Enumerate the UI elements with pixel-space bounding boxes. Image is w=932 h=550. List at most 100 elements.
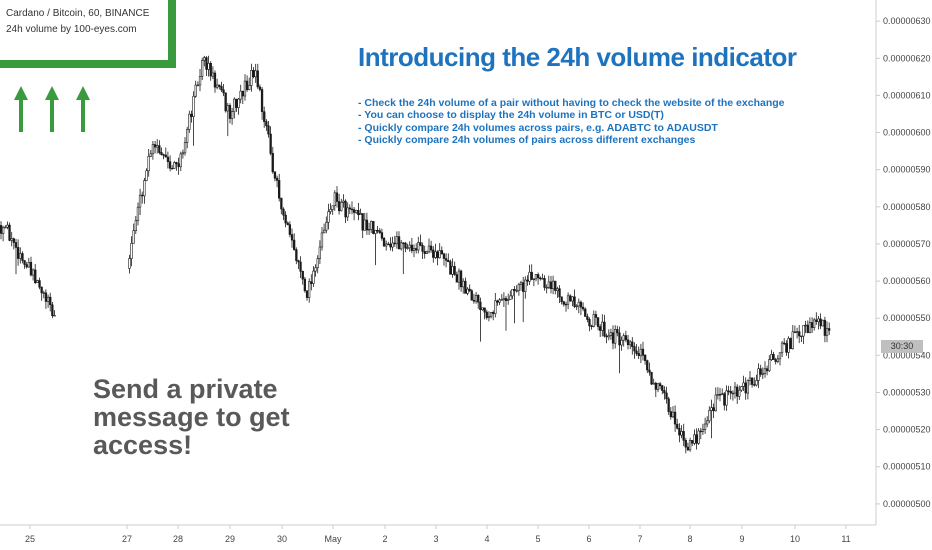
candle-body — [160, 152, 163, 155]
candle-body — [318, 246, 322, 259]
time-tick-label: 4 — [484, 534, 489, 544]
candle-body — [755, 380, 758, 386]
candle-body — [393, 242, 396, 245]
candle-body — [442, 253, 446, 259]
candle-body — [823, 319, 827, 336]
candle-body — [378, 230, 381, 233]
candle-body — [151, 144, 155, 155]
candle-body — [494, 300, 497, 314]
candle-body — [628, 341, 632, 346]
candle-body — [712, 407, 715, 412]
candle-body — [676, 423, 679, 429]
candle-body — [130, 243, 133, 259]
candle-body — [780, 342, 784, 354]
candle-body — [314, 267, 317, 272]
time-tick-label: 25 — [25, 534, 35, 544]
candle-body — [419, 242, 422, 246]
candle-body — [733, 386, 737, 394]
price-axis[interactable]: 0.00000630 0.00000620 0.00000610 0.00000600… — [876, 16, 931, 509]
candle-body — [410, 244, 414, 251]
candle-body — [607, 335, 610, 338]
candle-body — [573, 296, 576, 307]
candle-body — [613, 329, 617, 344]
time-tick-label: 5 — [535, 534, 540, 544]
time-tick-label: 10 — [790, 534, 800, 544]
candle-body — [515, 290, 518, 292]
candle-body — [179, 153, 182, 168]
candle-body — [770, 354, 773, 360]
candle-body — [524, 279, 527, 292]
candle-body — [637, 353, 640, 357]
candle-body — [680, 431, 683, 436]
price-tick-label: 0.00000580 — [883, 202, 931, 212]
candle-body — [455, 274, 459, 283]
candle-body — [389, 243, 392, 248]
candle-body — [134, 220, 138, 231]
candle-body — [36, 280, 39, 283]
candle-body — [367, 229, 371, 231]
price-tick-label: 0.00000630 — [883, 16, 931, 26]
candle-body — [487, 316, 491, 319]
candle-body — [710, 407, 713, 411]
candle-body — [633, 346, 636, 352]
candle-body — [802, 325, 805, 337]
candle-body — [421, 245, 424, 252]
candle-body — [819, 318, 822, 327]
candle-body — [346, 207, 349, 218]
candle-body — [648, 369, 651, 373]
candle-body — [198, 76, 202, 86]
candle-body — [241, 90, 245, 97]
time-tick-label: 7 — [637, 534, 642, 544]
candle-body — [793, 331, 797, 333]
candle-body — [551, 280, 555, 290]
candle-body — [705, 420, 709, 425]
candle-body — [652, 382, 655, 385]
candle-body — [186, 129, 189, 143]
candle-body — [273, 171, 277, 179]
candle-body — [566, 295, 570, 305]
price-tick-label: 0.00000510 — [883, 462, 931, 472]
candle-body — [235, 98, 238, 108]
candle-body — [590, 325, 593, 327]
candle-body — [509, 295, 512, 300]
candle-body — [453, 266, 456, 275]
candle-body — [817, 318, 820, 322]
candle-body — [194, 84, 197, 97]
candle-body — [682, 431, 685, 441]
candle-body — [397, 236, 401, 250]
candle-body — [718, 394, 722, 396]
time-tick-label: 27 — [122, 534, 132, 544]
candle-body — [729, 390, 732, 394]
candle-body — [534, 274, 538, 280]
symbol-title[interactable]: Cardano / Bitcoin, 60, BINANCE — [6, 8, 150, 19]
candle-body — [4, 226, 7, 229]
candle-body — [322, 229, 326, 234]
time-tick-label: 9 — [739, 534, 744, 544]
candle-body — [459, 270, 463, 288]
candle-body — [598, 326, 602, 331]
time-axis[interactable]: 25 27 28 29 30 May 2 3 4 5 6 7 8 9 10 11 — [25, 525, 851, 544]
candle-body — [183, 142, 187, 154]
candle-body — [447, 259, 450, 262]
candle-body — [556, 288, 559, 291]
feature-list: - Check the 24h volume of a pair without… — [358, 97, 785, 147]
candle-body — [25, 264, 28, 268]
candle-body — [791, 331, 794, 349]
candle-body — [661, 385, 664, 391]
candle-body — [51, 304, 54, 316]
candle-body — [12, 238, 16, 243]
candle-body — [192, 96, 195, 117]
price-tick-label: 0.00000590 — [883, 165, 931, 175]
indicator-name[interactable]: 24h volume by 100-eyes.com — [6, 24, 137, 35]
candle-body — [575, 305, 578, 308]
candle-body — [275, 177, 279, 181]
candle-body — [222, 89, 225, 94]
candle-body — [305, 290, 309, 298]
candle-body — [395, 236, 399, 245]
candle-body — [658, 383, 662, 387]
candle-body — [577, 301, 580, 307]
candle-body — [804, 324, 807, 327]
candle-body — [42, 292, 46, 294]
